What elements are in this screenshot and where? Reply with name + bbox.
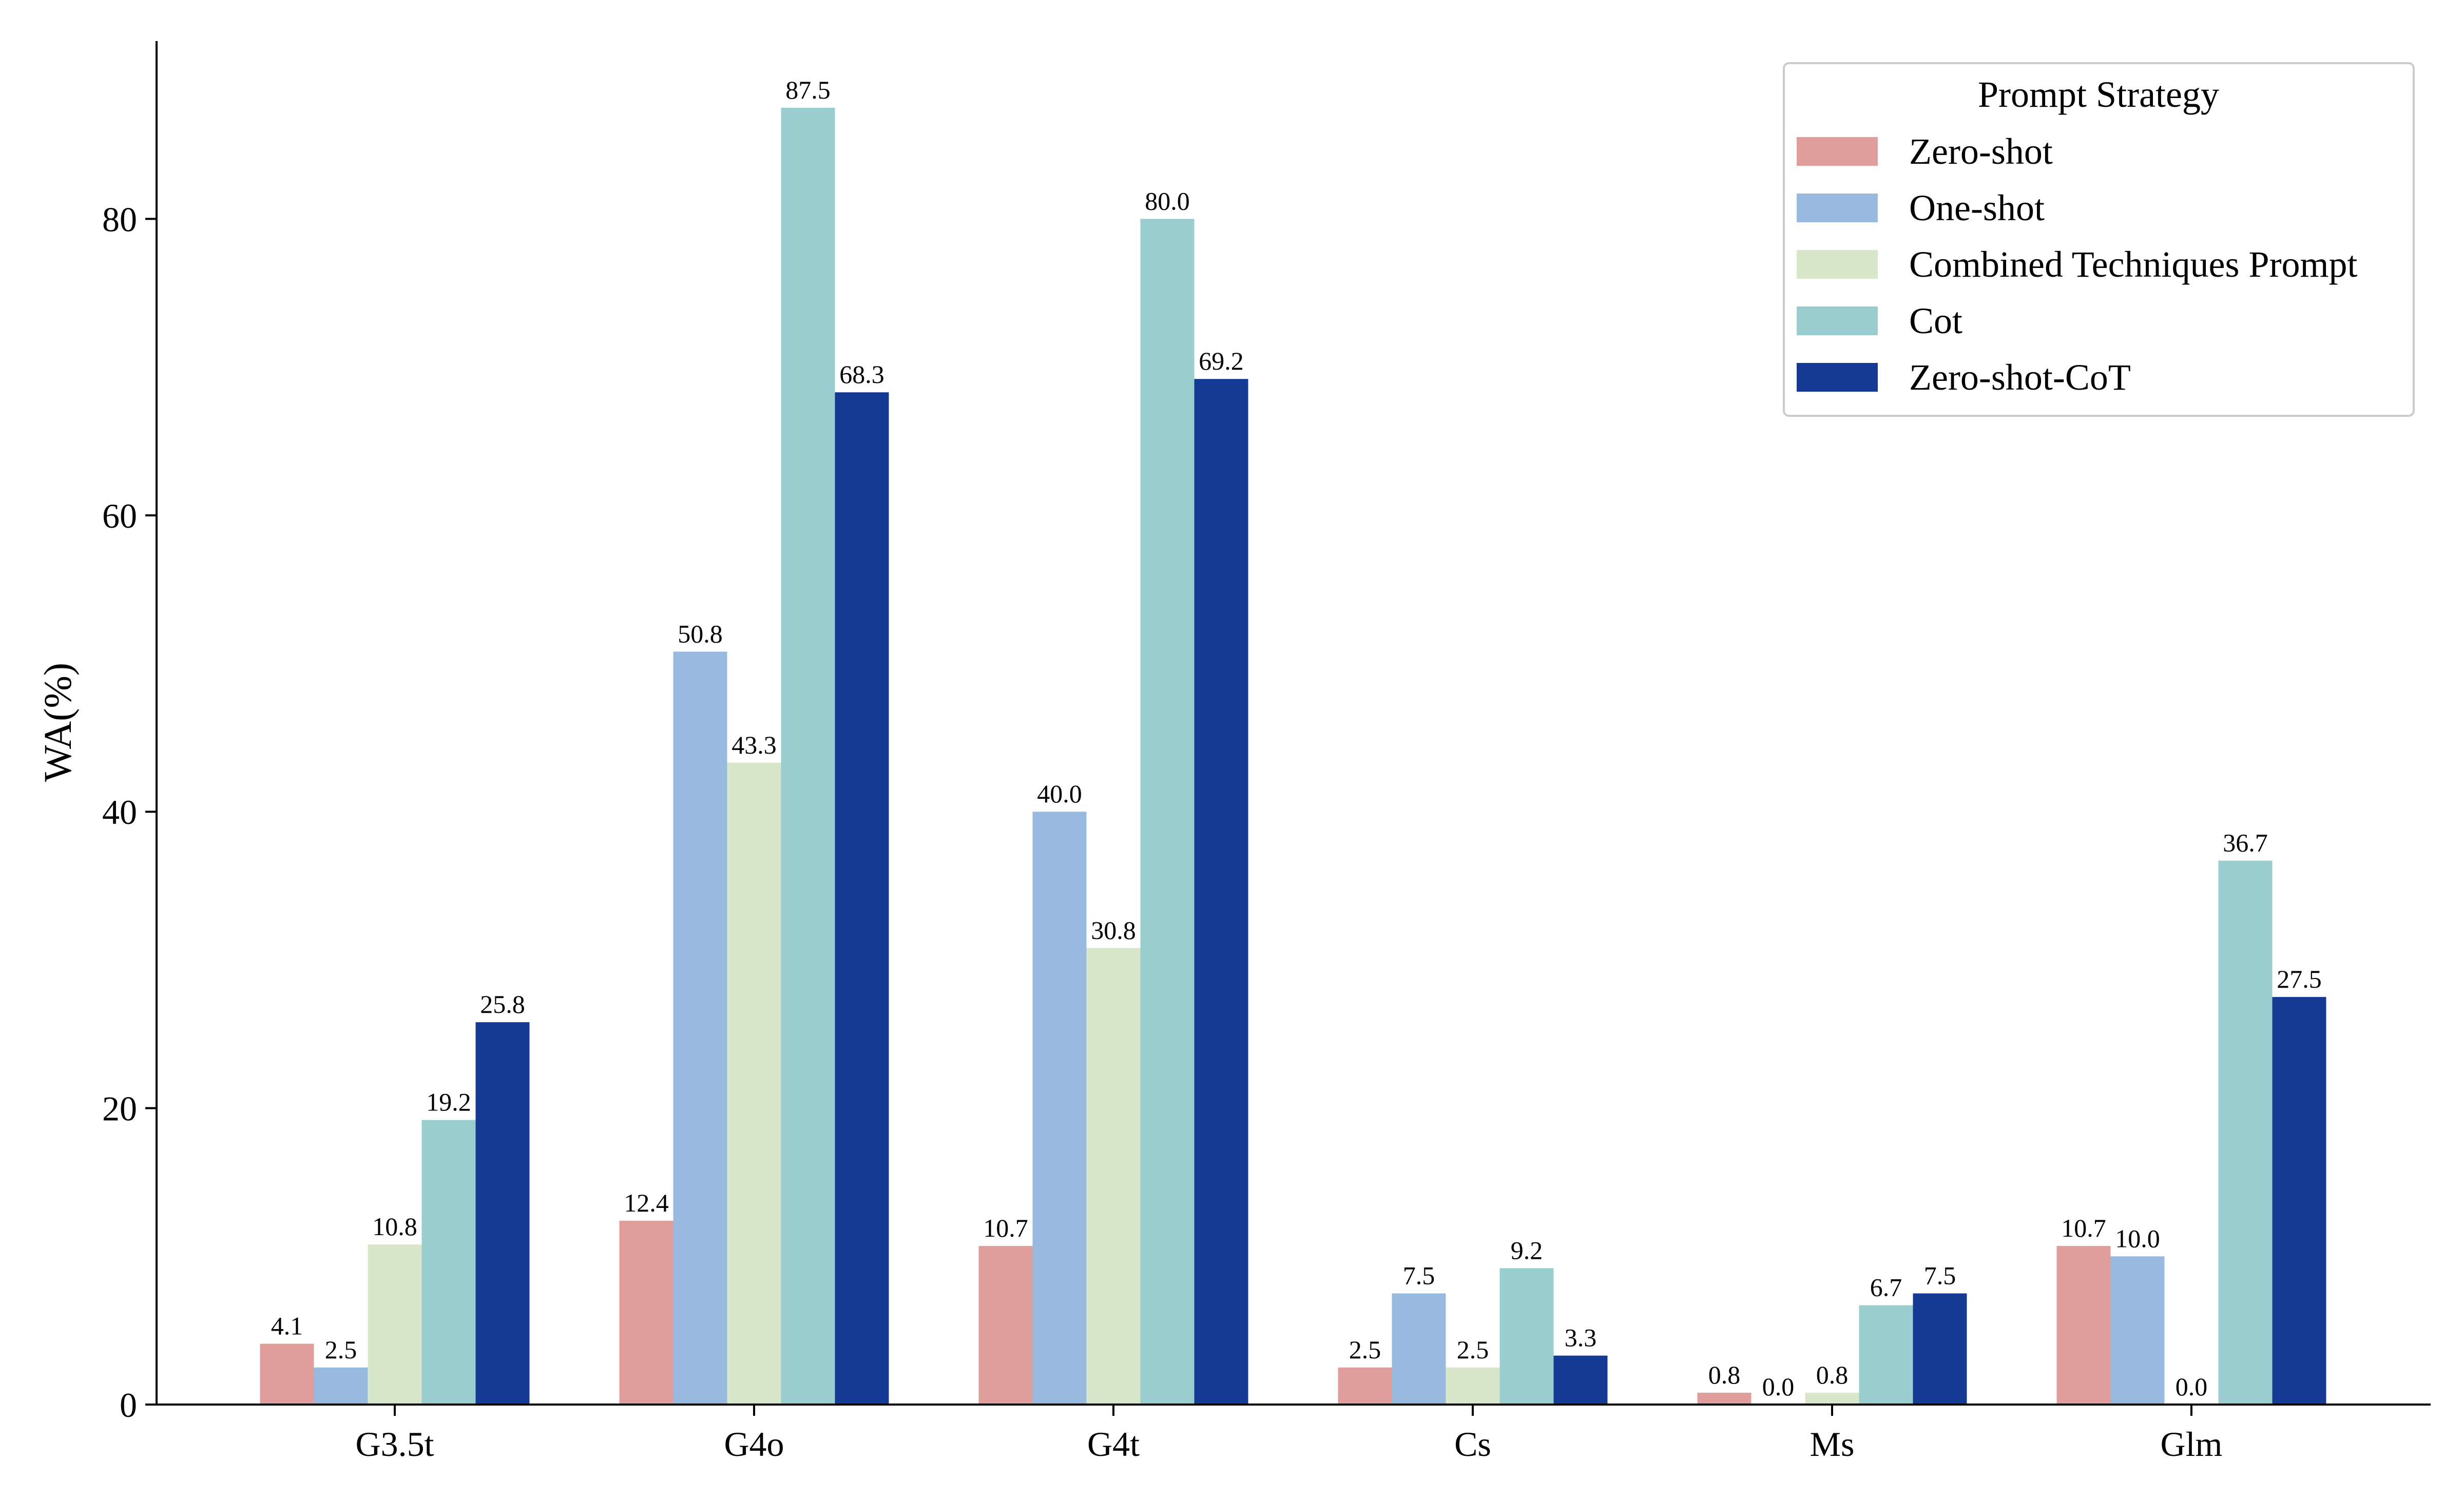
bar-value-label: 9.2 xyxy=(1511,1236,1543,1264)
bar-value-label: 2.5 xyxy=(1457,1335,1489,1364)
bar-value-label: 2.5 xyxy=(1349,1335,1381,1364)
bar-g3-5t-combined-techniques-prompt xyxy=(368,1244,422,1405)
y-tick-label: 60 xyxy=(102,496,137,535)
legend-swatch xyxy=(1797,137,1878,166)
legend-swatch xyxy=(1797,250,1878,279)
bar-value-label: 4.1 xyxy=(271,1312,303,1340)
bar-g4o-one-shot xyxy=(673,651,727,1405)
bar-value-label: 10.0 xyxy=(2115,1224,2160,1253)
bar-g4o-cot xyxy=(781,107,835,1405)
bar-value-label: 19.2 xyxy=(426,1088,471,1117)
bar-cs-one-shot xyxy=(1392,1293,1446,1405)
bar-value-label: 6.7 xyxy=(1870,1273,1902,1302)
bar-value-label: 87.5 xyxy=(785,75,831,104)
bar-cs-zero-shot xyxy=(1338,1367,1392,1405)
bar-g4o-zero-shot xyxy=(619,1221,673,1405)
bar-value-label: 50.8 xyxy=(678,619,723,648)
legend-items: Zero-shot One-shot Combined Techniques Pro… xyxy=(1797,131,2358,398)
bar-ms-combined-techniques-prompt xyxy=(1805,1392,1859,1405)
bar-g3-5t-one-shot xyxy=(314,1367,368,1405)
bar-value-label: 0.0 xyxy=(1762,1372,1795,1401)
axes-layer: 0 20 40 60 80 G3.5t G4o G4t Cs Ms Glm xyxy=(102,41,2431,1464)
bar-value-label: 7.5 xyxy=(1403,1261,1435,1290)
y-tick-label: 20 xyxy=(102,1089,137,1128)
bar-g3-5t-cot xyxy=(421,1120,476,1405)
legend-label: Zero-shot xyxy=(1909,131,2053,172)
x-tick-label: Ms xyxy=(1810,1425,1855,1464)
y-tick-label: 40 xyxy=(102,793,137,832)
bar-value-label: 10.7 xyxy=(2061,1214,2106,1242)
bar-g4t-combined-techniques-prompt xyxy=(1086,948,1141,1405)
bars-layer xyxy=(260,107,2326,1405)
bar-value-label: 36.7 xyxy=(2223,829,2268,857)
bar-g4o-combined-techniques-prompt xyxy=(727,762,781,1405)
bar-value-label: 27.5 xyxy=(2277,965,2322,993)
bar-glm-cot xyxy=(2218,860,2273,1405)
legend-label: One-shot xyxy=(1909,187,2045,228)
bar-value-label: 10.8 xyxy=(372,1212,417,1241)
bar-ms-cot xyxy=(1859,1305,1913,1405)
bar-g4o-zero-shot-cot xyxy=(835,392,889,1405)
bar-glm-zero-shot xyxy=(2056,1246,2111,1405)
bar-value-label: 3.3 xyxy=(1565,1323,1597,1352)
legend-label: Combined Techniques Prompt xyxy=(1909,244,2358,285)
bar-value-label: 30.8 xyxy=(1091,916,1136,945)
x-tick-label: G3.5t xyxy=(356,1425,434,1464)
legend: Prompt Strategy Zero-shot One-shot Combine… xyxy=(1783,62,2415,417)
bar-value-label: 0.8 xyxy=(1816,1360,1849,1389)
bar-g4t-cot xyxy=(1140,219,1195,1405)
bar-value-label: 0.0 xyxy=(2176,1372,2208,1401)
legend-label: Cot xyxy=(1909,300,1962,341)
bar-value-label: 80.0 xyxy=(1145,186,1190,215)
legend-swatch xyxy=(1797,194,1878,222)
bar-value-label: 12.4 xyxy=(624,1188,669,1217)
bar-g4t-zero-shot-cot xyxy=(1194,379,1248,1405)
bar-cs-cot xyxy=(1499,1268,1554,1405)
bar-g4t-zero-shot xyxy=(978,1246,1033,1405)
y-tick-label: 0 xyxy=(120,1386,137,1425)
legend-swatch xyxy=(1797,363,1878,392)
bar-value-label: 0.8 xyxy=(1708,1360,1741,1389)
bar-value-label: 69.2 xyxy=(1199,347,1244,375)
bar-cs-zero-shot-cot xyxy=(1553,1355,1608,1405)
y-axis-title: WA(%) xyxy=(36,663,80,782)
x-tick-label: Glm xyxy=(2161,1425,2223,1464)
legend-swatch xyxy=(1797,306,1878,335)
bar-value-label: 25.8 xyxy=(480,990,525,1018)
bar-glm-one-shot xyxy=(2110,1256,2165,1405)
x-tick-label: G4o xyxy=(724,1425,784,1464)
bar-value-label: 2.5 xyxy=(325,1335,357,1364)
bar-g3-5t-zero-shot-cot xyxy=(475,1022,530,1405)
bar-ms-zero-shot xyxy=(1697,1392,1751,1405)
legend-title: Prompt Strategy xyxy=(1978,74,2219,115)
y-tick-label: 80 xyxy=(102,200,137,239)
legend-label: Zero-shot-CoT xyxy=(1909,357,2131,398)
legend-frame xyxy=(1783,62,2415,417)
bar-labels-layer: 4.1 2.5 10.8 19.2 25.8 12.4 50.8 43.3 87.5 68.3 10… xyxy=(271,75,2322,1401)
x-tick-label: Cs xyxy=(1454,1425,1491,1464)
x-tick-label: G4t xyxy=(1087,1425,1140,1464)
bar-value-label: 68.3 xyxy=(839,360,884,389)
bar-g3-5t-zero-shot xyxy=(260,1343,314,1405)
bar-value-label: 40.0 xyxy=(1037,779,1082,808)
bar-ms-zero-shot-cot xyxy=(1913,1293,1967,1405)
bar-value-label: 10.7 xyxy=(983,1214,1028,1242)
bar-glm-zero-shot-cot xyxy=(2272,997,2326,1405)
bar-g4t-one-shot xyxy=(1032,812,1087,1405)
bar-value-label: 7.5 xyxy=(1924,1261,1956,1290)
bar-value-label: 43.3 xyxy=(732,731,777,759)
bar-cs-combined-techniques-prompt xyxy=(1446,1367,1500,1405)
